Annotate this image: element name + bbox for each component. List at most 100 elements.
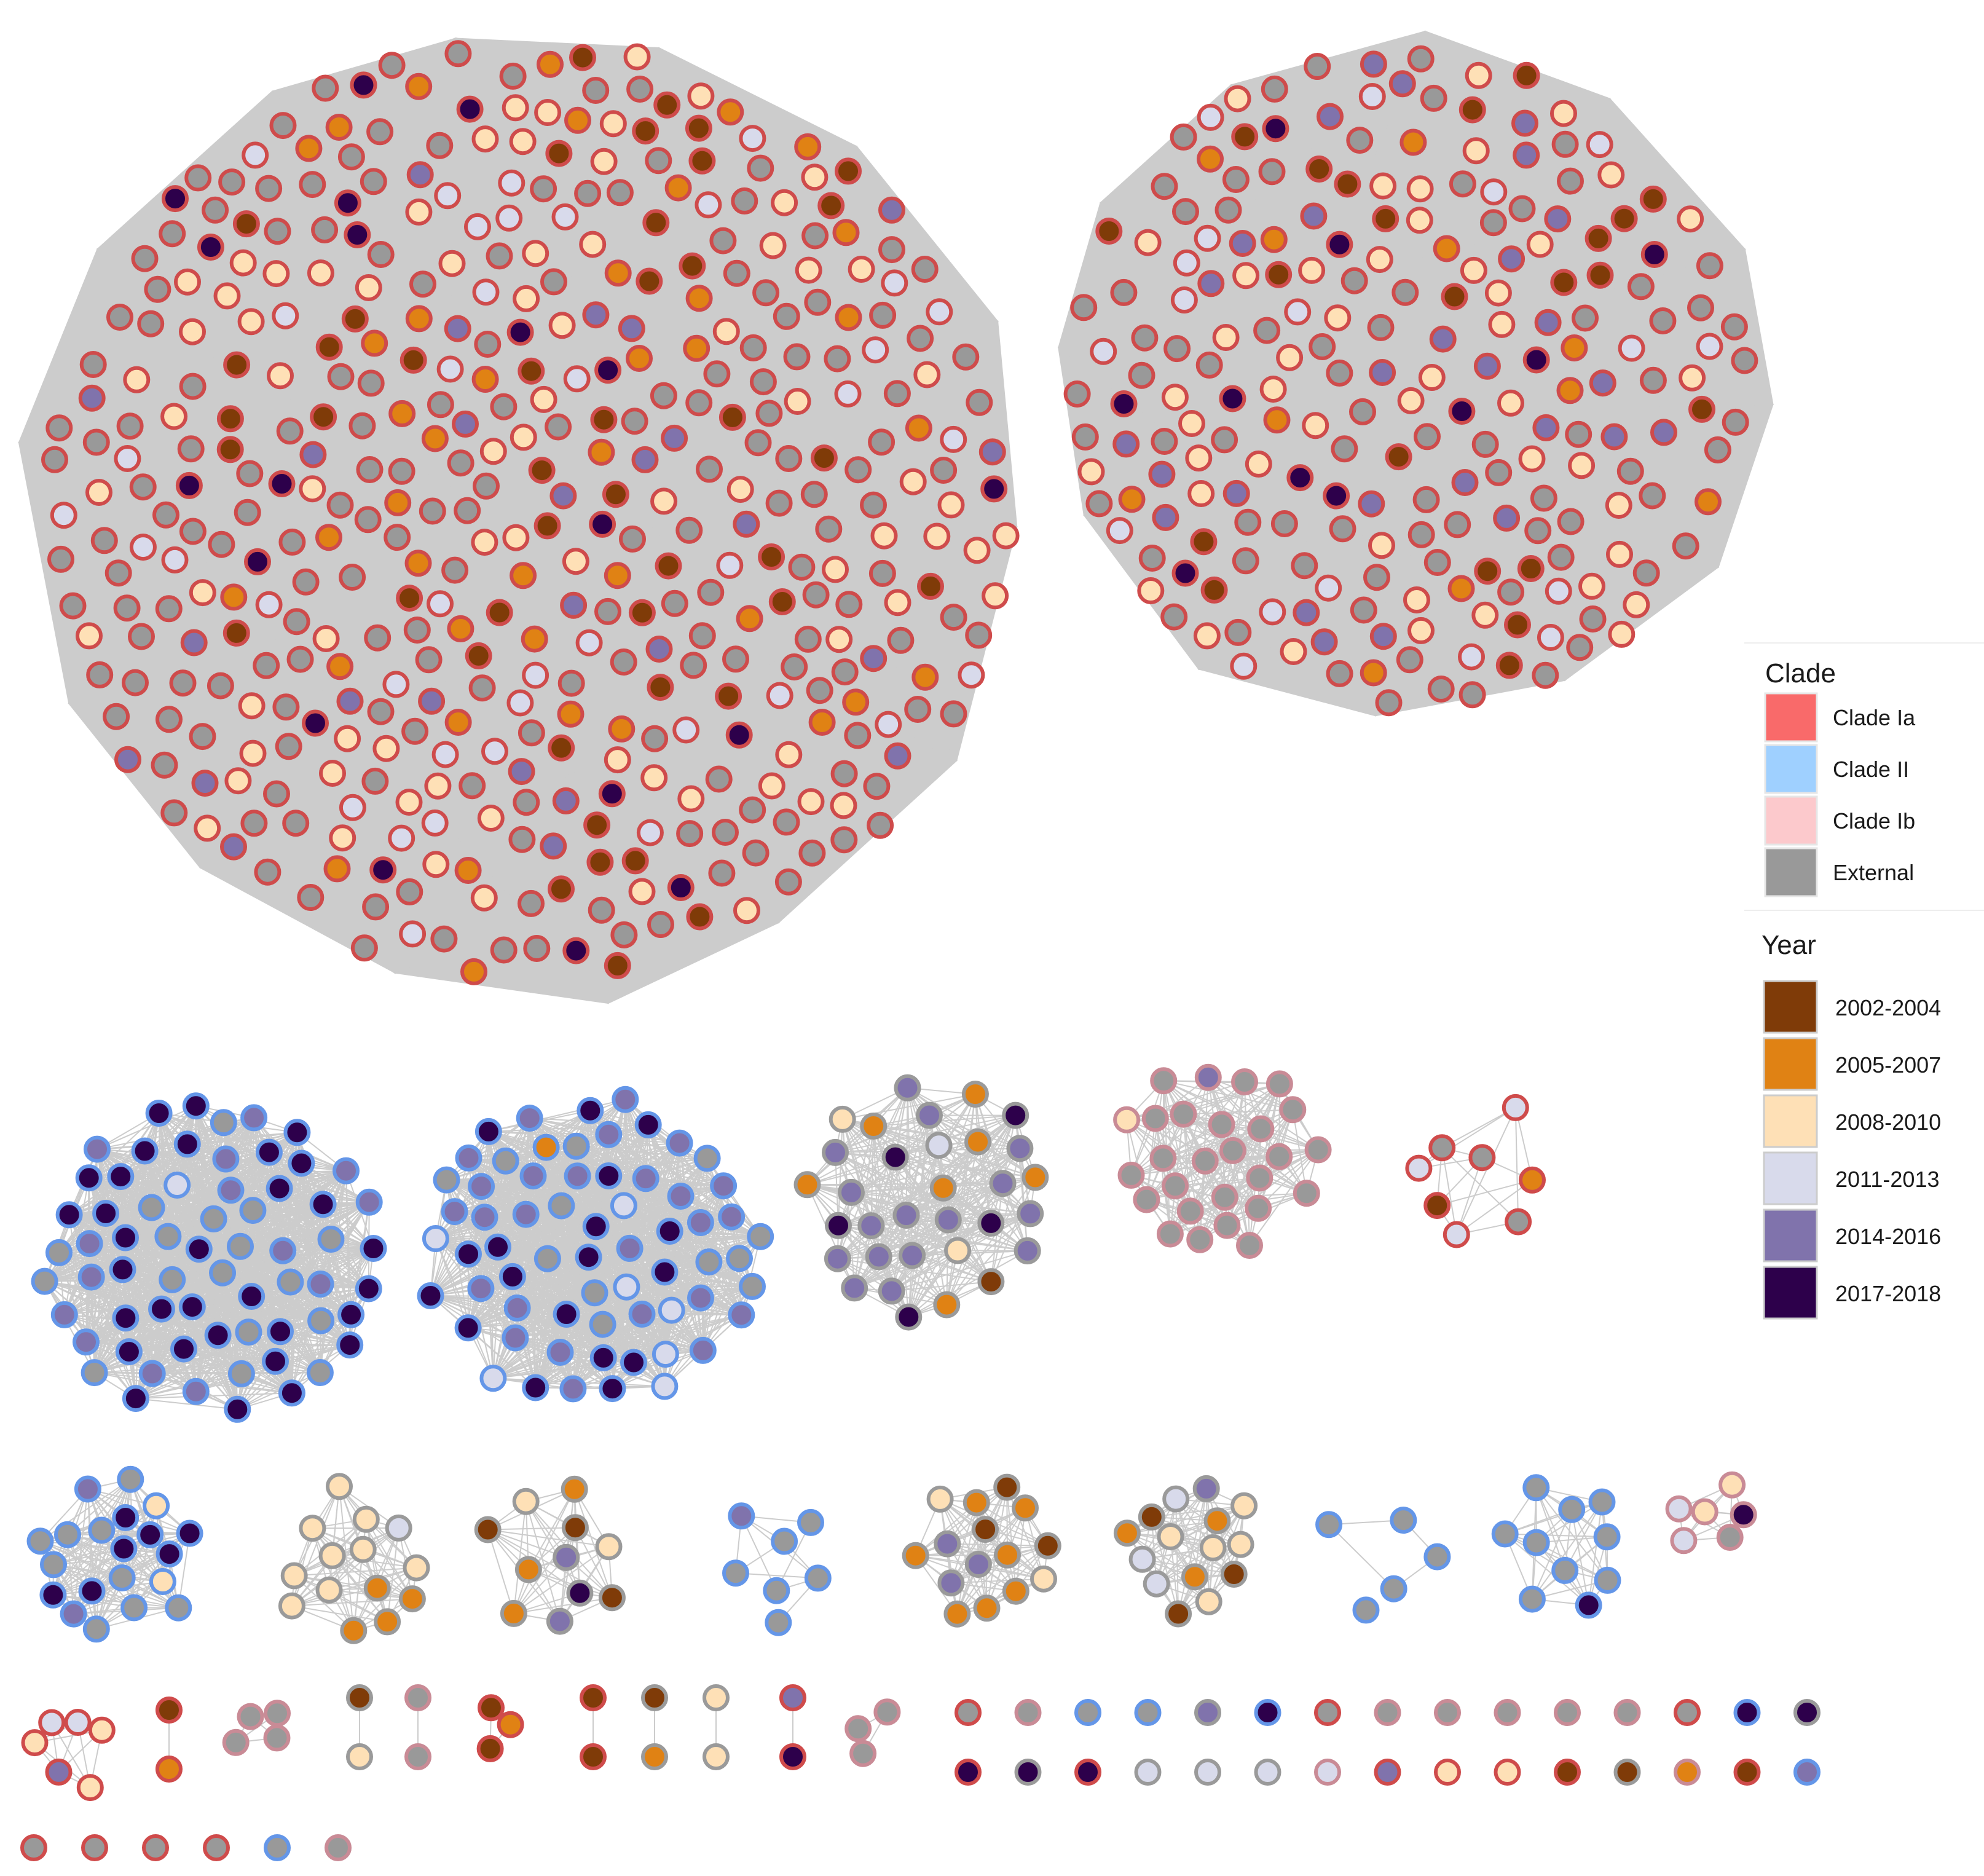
cluster-3-node [154, 1223, 182, 1250]
cluster-1-node [602, 481, 629, 508]
cluster-2-node [1261, 75, 1288, 103]
cluster-1-node [574, 179, 602, 207]
cluster-5-edge [837, 1219, 949, 1259]
cluster-3-edge [223, 1122, 280, 1189]
cluster-4-node [559, 1375, 587, 1403]
cluster-5-node [1017, 1200, 1044, 1228]
cluster-5-edge [891, 1183, 1004, 1292]
cluster-5-edge [947, 1115, 1017, 1221]
cluster-2-node [1544, 205, 1572, 233]
cluster-2-node [1572, 304, 1599, 332]
cluster-3-node [238, 1283, 266, 1310]
cluster-6-node [1279, 1096, 1307, 1124]
cluster-2-node [1696, 333, 1723, 360]
cluster-5-edge [870, 1115, 930, 1226]
cluster-6-edge [1163, 1080, 1307, 1194]
cluster-9-node [278, 1592, 305, 1620]
cluster-9-node [326, 1473, 353, 1500]
cluster-4-node [656, 1218, 683, 1245]
cluster-12-node [1034, 1532, 1061, 1559]
cluster-4-node [498, 1263, 526, 1290]
cluster-8-node [39, 1581, 67, 1609]
cluster-2-node [1547, 543, 1575, 571]
cluster-2-node [1608, 620, 1636, 648]
cluster-5-node [925, 1132, 953, 1159]
cluster-2-node [1557, 508, 1584, 535]
cluster-1-node [356, 456, 384, 483]
cluster-7-edge [1436, 1179, 1533, 1207]
cluster-2-node [1420, 84, 1447, 112]
cluster-1-node [499, 62, 527, 90]
cluster-1-node [436, 355, 464, 383]
cluster-1-node [513, 285, 540, 312]
cluster-1-node [78, 384, 106, 412]
cluster-2-edge [1558, 248, 1746, 592]
cluster-2-node [1551, 130, 1579, 158]
cluster-2-node [1623, 591, 1650, 618]
cluster-1-node [632, 117, 659, 145]
cluster-2-node [1280, 638, 1307, 665]
cluster-8-node [74, 1475, 101, 1503]
cluster-1-node [424, 772, 452, 800]
cluster-1-node [801, 164, 829, 191]
cluster-5-node [860, 1113, 888, 1140]
cluster-1-node [113, 594, 141, 622]
cluster-2-node [1627, 273, 1655, 301]
cluster-3-node [204, 1322, 232, 1349]
cluster-2-node [1392, 278, 1419, 306]
cluster-1-node [731, 187, 758, 215]
cluster-13-node [1203, 1507, 1231, 1535]
cluster-1-node [355, 274, 382, 301]
cluster-1-node [275, 733, 302, 760]
cluster-2-node [1517, 555, 1545, 582]
cluster-4-node [589, 1310, 616, 1338]
cluster-9-edge [291, 1605, 388, 1623]
cluster-2-node [1245, 450, 1272, 478]
cluster-1-node [867, 811, 894, 839]
cluster-17-node [76, 1774, 104, 1802]
cluster-1-edge [96, 248, 919, 429]
cluster-4-node [710, 1172, 738, 1200]
cluster-5-edge [891, 1281, 991, 1292]
cluster-11-node [763, 1577, 790, 1604]
cluster-4-node [484, 1233, 511, 1261]
cluster-2-node [1412, 486, 1440, 513]
cluster-12-node [994, 1541, 1021, 1569]
cluster-2-node [1566, 634, 1594, 661]
cluster-1-node [229, 249, 257, 277]
cluster-5-edge [854, 1183, 1004, 1289]
cluster-17-node [88, 1716, 116, 1744]
cluster-8-node [176, 1519, 203, 1547]
pair-7-node [703, 1743, 730, 1770]
cluster-1-node [911, 663, 939, 691]
cluster-2-node [1194, 224, 1221, 252]
cluster-2-node [1480, 178, 1508, 206]
cluster-2-node [1200, 576, 1228, 604]
cluster-4-node [582, 1213, 610, 1240]
cluster-1-node [758, 772, 785, 800]
cluster-5-node [944, 1237, 972, 1264]
cluster-2-node [1639, 482, 1666, 510]
cluster-2-node [1326, 660, 1353, 687]
cluster-2-node [1465, 61, 1492, 89]
cluster-2-node [1110, 278, 1138, 306]
cluster-1-node [447, 615, 474, 642]
cluster-6-node [1149, 1145, 1177, 1172]
cluster-6-edge [1232, 1150, 1250, 1246]
cluster-3-node [336, 1331, 364, 1359]
cluster-16-node [1665, 1495, 1693, 1523]
cluster-2-edge [1425, 30, 1473, 110]
cluster-1-node [608, 715, 636, 743]
cluster-4-node [628, 1300, 656, 1328]
cluster-2-node [1508, 195, 1536, 223]
cluster-1-node [775, 741, 803, 768]
cluster-1-node [282, 810, 310, 837]
cluster-1-node [621, 847, 649, 875]
cluster-1-node [419, 497, 446, 525]
cluster-11-node [765, 1609, 792, 1636]
pair-6-node [641, 1684, 668, 1711]
cluster-1-node [179, 318, 206, 345]
cluster-13-node [1181, 1563, 1208, 1591]
cluster-1-edge [96, 138, 753, 250]
cluster-1-node [508, 826, 536, 853]
